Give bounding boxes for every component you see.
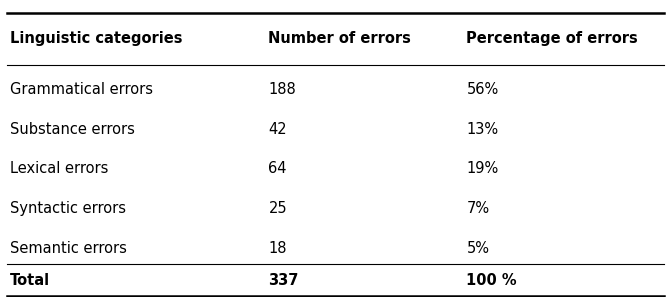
Text: Semantic errors: Semantic errors — [10, 241, 127, 256]
Text: 64: 64 — [268, 161, 287, 176]
Text: Number of errors: Number of errors — [268, 31, 411, 46]
Text: 56%: 56% — [466, 82, 499, 97]
Text: 188: 188 — [268, 82, 296, 97]
Text: 13%: 13% — [466, 121, 499, 137]
Text: 25: 25 — [268, 201, 287, 216]
Text: Syntactic errors: Syntactic errors — [10, 201, 126, 216]
Text: Linguistic categories: Linguistic categories — [10, 31, 183, 46]
Text: Lexical errors: Lexical errors — [10, 161, 109, 176]
Text: Substance errors: Substance errors — [10, 121, 135, 137]
Text: 5%: 5% — [466, 241, 489, 256]
Text: 18: 18 — [268, 241, 287, 256]
Text: Grammatical errors: Grammatical errors — [10, 82, 153, 97]
Text: Percentage of errors: Percentage of errors — [466, 31, 638, 46]
Text: 337: 337 — [268, 273, 299, 288]
Text: Total: Total — [10, 273, 50, 288]
Text: 19%: 19% — [466, 161, 499, 176]
Text: 42: 42 — [268, 121, 287, 137]
Text: 7%: 7% — [466, 201, 489, 216]
Text: 100 %: 100 % — [466, 273, 517, 288]
